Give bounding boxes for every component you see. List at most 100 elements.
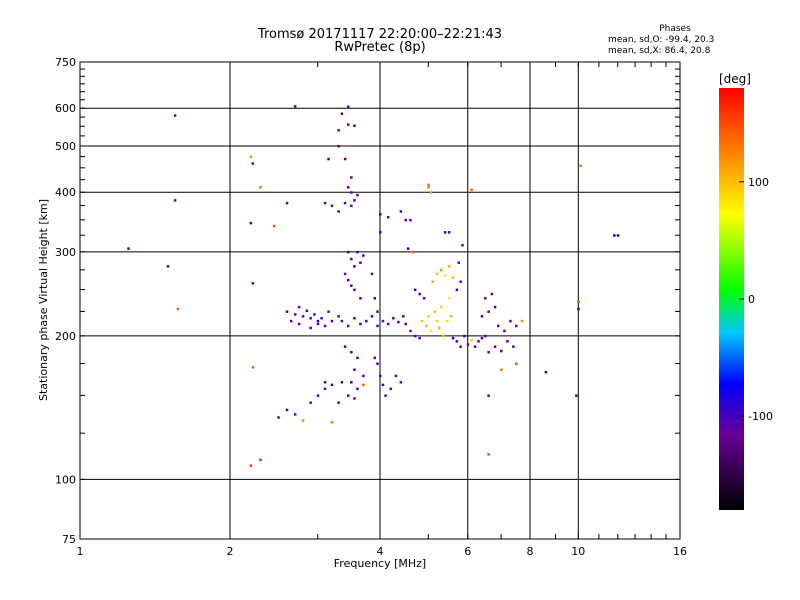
data-point (251, 162, 255, 165)
y-tick-label: 75 (62, 533, 76, 546)
data-point (340, 112, 344, 115)
data-point (373, 356, 377, 360)
x-tick-label: 8 (527, 545, 534, 558)
data-point (427, 186, 430, 189)
colorbar-tick-label: 0 (748, 293, 755, 306)
data-point (323, 201, 327, 205)
data-point (439, 305, 443, 309)
data-point (350, 204, 353, 208)
data-point (249, 221, 253, 225)
data-point (575, 394, 578, 397)
data-point (350, 381, 353, 384)
data-point (429, 329, 432, 333)
data-point (343, 345, 347, 348)
data-point (301, 419, 305, 422)
data-point (285, 408, 289, 412)
data-point (173, 199, 177, 202)
data-point (350, 257, 353, 261)
data-point (493, 345, 497, 348)
data-point (285, 310, 289, 313)
data-point (309, 316, 312, 320)
data-point (259, 458, 262, 462)
data-point (463, 334, 466, 338)
data-point (293, 313, 297, 316)
data-point (297, 305, 301, 309)
data-point (487, 453, 490, 456)
data-point (346, 394, 350, 397)
data-point (362, 254, 365, 257)
phases-mean-o: mean, sd,O: -99.4, 20.3 (608, 35, 715, 45)
data-point (515, 362, 518, 365)
chart-subtitle: RwPretec (8p) (334, 40, 426, 55)
data-point (323, 324, 327, 328)
data-point (353, 368, 356, 371)
data-point (285, 201, 289, 205)
data-point (353, 199, 356, 202)
data-point (337, 210, 340, 213)
data-point (330, 319, 334, 323)
data-point (381, 383, 385, 387)
y-tick-label: 100 (55, 473, 76, 486)
data-point (359, 322, 362, 326)
data-point (427, 315, 430, 318)
data-point (323, 381, 327, 384)
data-point (337, 144, 340, 148)
data-point (484, 297, 487, 300)
phases-mean-x: mean, sd,X: 86.4, 20.8 (608, 46, 711, 56)
data-point (353, 124, 356, 127)
data-point (451, 276, 455, 280)
data-point (429, 191, 432, 194)
data-point (506, 340, 509, 343)
data-point (418, 292, 421, 296)
data-point (316, 394, 320, 397)
data-point (251, 282, 255, 285)
data-point (422, 297, 426, 300)
data-point (470, 188, 473, 192)
data-point (359, 261, 362, 264)
data-point (459, 280, 462, 283)
data-point (327, 310, 330, 313)
data-point (473, 345, 477, 348)
data-point (350, 191, 353, 194)
data-point (441, 334, 445, 338)
y-tick-label: 400 (55, 186, 76, 199)
data-point (512, 345, 515, 348)
data-point (443, 231, 447, 234)
data-point (249, 464, 253, 467)
x-axis-label: Frequency [MHz] (334, 557, 426, 570)
data-point (437, 326, 441, 330)
y-tick-label: 750 (55, 56, 76, 69)
data-point (577, 307, 580, 311)
data-point (480, 336, 484, 340)
data-point (459, 345, 462, 348)
data-point (359, 297, 362, 300)
data-point (577, 300, 580, 304)
data-point (404, 322, 407, 326)
data-point (399, 210, 403, 213)
y-tick-label: 500 (55, 140, 76, 153)
data-point (379, 231, 382, 234)
data-point (313, 313, 316, 316)
data-point (411, 250, 415, 254)
data-point (466, 343, 470, 346)
data-point (249, 155, 253, 159)
data-point (346, 250, 350, 254)
data-point (470, 338, 473, 342)
data-point (376, 324, 379, 328)
data-point (305, 309, 309, 312)
data-point (447, 297, 451, 300)
data-points (127, 105, 620, 467)
data-point (490, 292, 494, 296)
data-point (176, 307, 180, 311)
data-point (379, 374, 382, 378)
data-point (293, 105, 297, 108)
data-point (435, 272, 439, 276)
data-point (500, 368, 503, 371)
colorbar-ticks: 100 0 -100 (739, 176, 773, 423)
data-point (420, 319, 424, 323)
data-point (323, 387, 327, 391)
data-point (343, 157, 347, 161)
x-tick-label: 4 (377, 545, 384, 558)
data-point (376, 362, 379, 365)
